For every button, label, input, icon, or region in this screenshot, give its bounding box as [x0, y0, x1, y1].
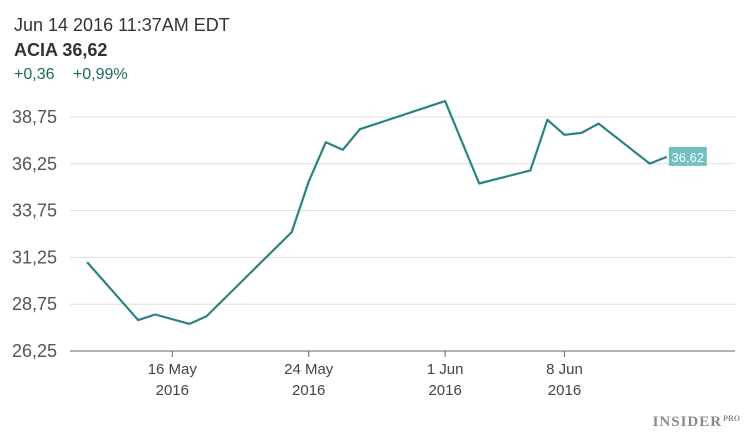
y-tick-label: 26,25	[12, 341, 57, 361]
price-point	[478, 182, 481, 185]
price-point	[341, 148, 344, 151]
x-tick-label-year: 2016	[428, 382, 461, 399]
price-point	[188, 322, 191, 325]
price-point	[205, 315, 208, 318]
price-point	[358, 128, 361, 131]
x-tick-label-year: 2016	[548, 382, 581, 399]
price-point	[546, 118, 549, 121]
price-point	[597, 122, 600, 125]
y-tick-label: 38,75	[12, 107, 57, 127]
timestamp: Jun 14 2016 11:37AM EDT	[14, 15, 230, 35]
x-tick-label: 24 May	[284, 361, 334, 378]
price-point	[290, 231, 293, 234]
x-tick-label: 8 Jun	[546, 361, 583, 378]
x-tick-label-year: 2016	[156, 382, 189, 399]
ticker-price: ACIA 36,62	[14, 38, 230, 62]
price-point	[665, 155, 668, 158]
insider-pro-logo: INSIDERPRO	[653, 414, 740, 431]
last-value-label: 36,62	[672, 150, 705, 165]
price-point	[580, 131, 583, 134]
price-point	[154, 313, 157, 316]
price-change: +0,36 +0,99%	[14, 64, 230, 86]
price-point	[648, 162, 651, 165]
current-price: 36,62	[62, 40, 108, 60]
price-point	[444, 100, 447, 103]
price-point	[563, 133, 566, 136]
brand-suffix: PRO	[723, 414, 740, 423]
last-value-badge	[668, 146, 707, 166]
price-point	[86, 261, 89, 264]
y-tick-label: 36,25	[12, 154, 57, 174]
y-tick-label: 31,25	[12, 247, 57, 267]
x-tick-label-year: 2016	[292, 382, 325, 399]
y-tick-label: 28,75	[12, 294, 57, 314]
price-point	[137, 319, 140, 322]
x-tick-label: 16 May	[148, 361, 198, 378]
brand-name: INSIDER	[652, 414, 723, 430]
y-tick-label: 33,75	[12, 201, 57, 221]
x-tick-label: 1 Jun	[427, 361, 464, 378]
quote-header: Jun 14 2016 11:37AM EDT ACIA 36,62 +0,36…	[14, 14, 230, 86]
change-percent: +0,99%	[72, 66, 128, 83]
price-point	[324, 141, 327, 144]
ticker-symbol: ACIA	[14, 40, 58, 60]
price-point	[307, 180, 310, 183]
change-absolute: +0,36	[14, 66, 55, 83]
price-point	[529, 169, 532, 172]
price-series-line	[86, 100, 668, 325]
